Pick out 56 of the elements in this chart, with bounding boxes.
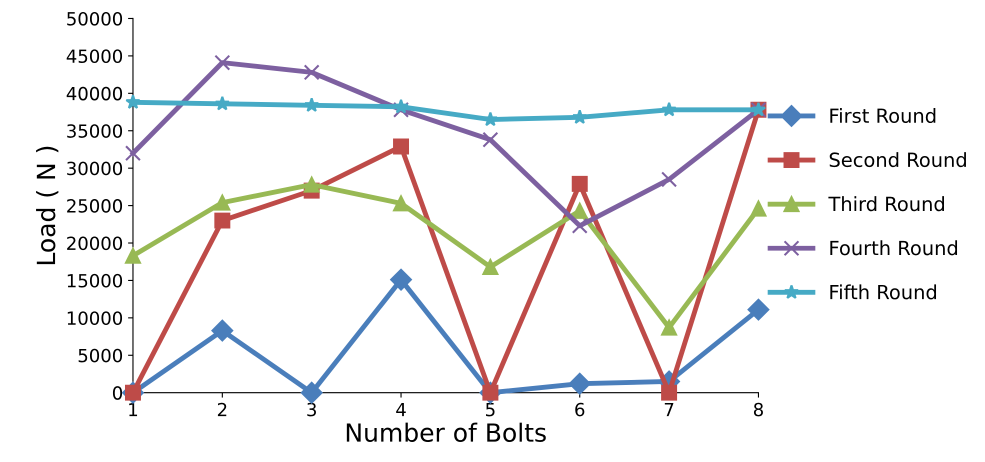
y-tick-label: 20000	[67, 236, 122, 250]
x-tick-label: 2	[218, 402, 226, 416]
point	[393, 98, 409, 114]
point	[393, 138, 410, 154]
legend-label: First Round	[830, 108, 936, 124]
x-axis-title: Number of Bolts	[346, 422, 546, 442]
x-tick-label: 8	[754, 402, 763, 416]
point	[214, 96, 230, 110]
y-axis-title: Load ( N )	[36, 146, 58, 264]
y-tick-label: 10000	[68, 311, 122, 325]
point	[214, 212, 230, 229]
legend-label: Third Round	[828, 196, 944, 212]
point	[393, 195, 410, 212]
point	[390, 268, 412, 291]
y-tick-label: 15000	[68, 274, 122, 288]
point	[393, 102, 410, 118]
point	[661, 102, 677, 116]
x-tick-label: 1	[129, 402, 138, 416]
point	[214, 54, 230, 71]
x-tick-label: 7	[664, 402, 674, 416]
point	[568, 372, 591, 395]
y-tick-label: 5000	[78, 348, 122, 362]
y-tick-label: 45000	[66, 49, 122, 64]
point	[482, 112, 498, 126]
y-tick-label: 25000	[67, 199, 122, 213]
x-tick-label: 3	[307, 402, 316, 416]
x-tick-label: 4	[396, 402, 406, 416]
point	[482, 132, 498, 148]
y-tick-label: 40000	[66, 86, 122, 100]
point	[124, 248, 141, 264]
point	[748, 298, 770, 320]
point	[124, 145, 141, 162]
legend-label: Fourth Round	[830, 240, 958, 256]
x-tick-label: 5	[486, 402, 495, 416]
y-tick-label: 0	[112, 386, 122, 400]
point	[300, 382, 323, 404]
legend-label: Fifth Round	[830, 284, 936, 300]
y-tick-label: 30000	[67, 162, 122, 176]
point	[572, 176, 588, 192]
point	[304, 97, 320, 112]
point	[661, 384, 678, 401]
point	[304, 64, 320, 80]
point	[214, 194, 230, 211]
point	[211, 320, 234, 342]
point	[750, 200, 766, 217]
legend-label: Second Round	[830, 152, 966, 168]
point	[661, 171, 678, 188]
y-tick-label: 35000	[67, 124, 122, 138]
point	[125, 94, 141, 109]
point	[661, 320, 678, 336]
y-tick-label: 50000	[67, 12, 122, 26]
point	[304, 176, 320, 193]
point	[572, 218, 588, 234]
point	[482, 258, 498, 275]
x-tick-label: 6	[575, 402, 584, 416]
point	[572, 109, 588, 124]
